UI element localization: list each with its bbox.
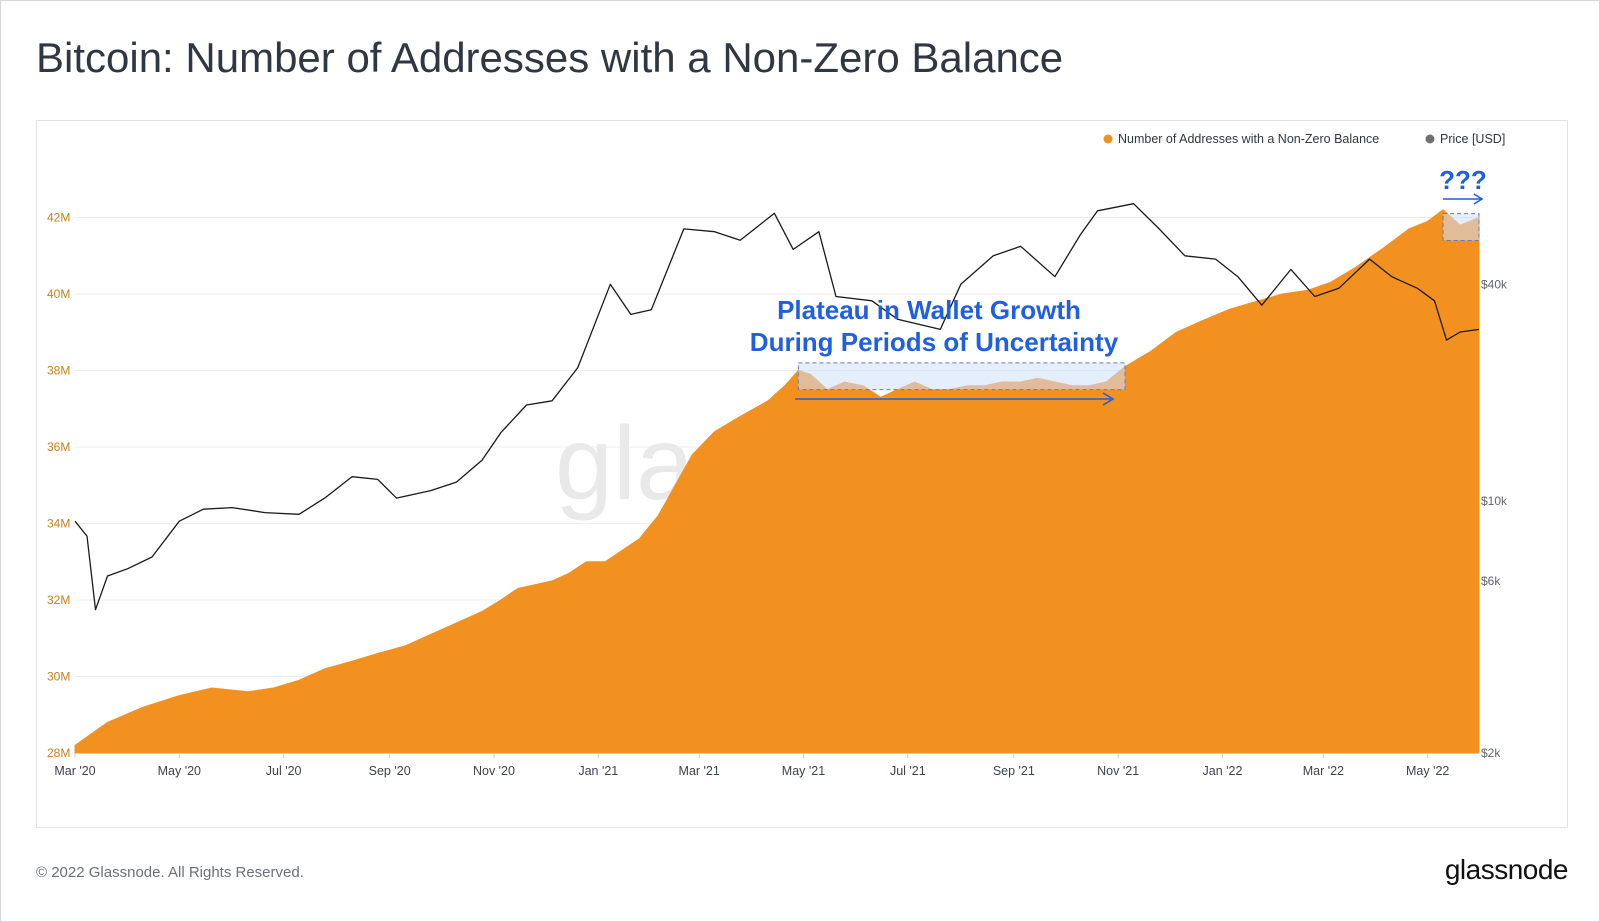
area-layer xyxy=(74,209,1480,754)
right-tick-label: $10k xyxy=(1481,494,1508,508)
x-tick-label: Mar '20 xyxy=(54,764,95,778)
addresses-area-series xyxy=(74,209,1480,754)
left-tick-label: 40M xyxy=(47,287,70,301)
x-tick-label: May '21 xyxy=(782,764,825,778)
x-tick-label: Nov '21 xyxy=(1097,764,1139,778)
left-tick-label: 38M xyxy=(47,364,70,378)
x-tick-label: Jul '20 xyxy=(266,764,302,778)
legend-dot-price xyxy=(1425,134,1435,144)
annotation-layer: Plateau in Wallet Growth During Periods … xyxy=(750,165,1487,406)
left-tick-label: 36M xyxy=(47,440,70,454)
left-tick-label: 42M xyxy=(47,211,70,225)
x-tick-label: Nov '20 xyxy=(473,764,515,778)
legend: Number of Addresses with a Non-Zero Bala… xyxy=(1103,132,1505,146)
plateau-arrow-head-icon xyxy=(1102,392,1115,406)
plateau-annotation-line-2: During Periods of Uncertainty xyxy=(750,327,1119,357)
x-tick-label: Sep '20 xyxy=(369,764,411,778)
x-tick-label: Jan '22 xyxy=(1203,764,1243,778)
left-tick-label: 32M xyxy=(47,593,70,607)
legend-label-addresses[interactable]: Number of Addresses with a Non-Zero Bala… xyxy=(1118,132,1379,146)
page-title: Bitcoin: Number of Addresses with a Non-… xyxy=(36,34,1064,81)
right-tick-label: $2k xyxy=(1481,746,1501,760)
axis-layer: 28M 30M 32M 34M 36M 38M 40M 42M $2k $6k $10k $40k Ma… xyxy=(47,211,1508,779)
chart-panel: glassnode 28M30M32M34M36M38M40M42M$2k$6k… xyxy=(36,120,1568,828)
question-annotation: ??? xyxy=(1439,165,1487,195)
x-tick-label: Sep '21 xyxy=(993,764,1035,778)
left-tick-label: 30M xyxy=(47,670,70,684)
highlight-layer xyxy=(797,213,1480,391)
x-tick-label: Mar '21 xyxy=(679,764,720,778)
price-line-series xyxy=(74,203,1480,611)
legend-dot-addresses xyxy=(1103,134,1113,144)
price-layer xyxy=(74,203,1480,611)
x-tick-label: Mar '22 xyxy=(1303,764,1344,778)
x-tick-label: Jan '21 xyxy=(578,764,618,778)
question-arrow-head-icon xyxy=(1473,193,1484,205)
x-tick-label: Jul '21 xyxy=(890,764,926,778)
right-tick-label: $6k xyxy=(1481,574,1501,588)
left-tick-label: 28M xyxy=(47,746,70,760)
x-tick-label: May '20 xyxy=(158,764,201,778)
right-tick-label: $40k xyxy=(1481,277,1508,291)
plateau-annotation-line-1: Plateau in Wallet Growth xyxy=(777,295,1081,325)
glassnode-logo[interactable]: glassnode xyxy=(1444,854,1569,885)
legend-label-price[interactable]: Price [USD] xyxy=(1440,132,1505,146)
question-highlight-box xyxy=(1442,213,1480,241)
x-tick-label: May '22 xyxy=(1406,764,1449,778)
chart-svg: glassnode 28M30M32M34M36M38M40M42M$2k$6k… xyxy=(47,132,1508,779)
left-tick-label: 34M xyxy=(47,517,70,531)
plateau-highlight-box xyxy=(797,362,1126,391)
footer-copyright: © 2022 Glassnode. All Rights Reserved. xyxy=(36,864,304,881)
